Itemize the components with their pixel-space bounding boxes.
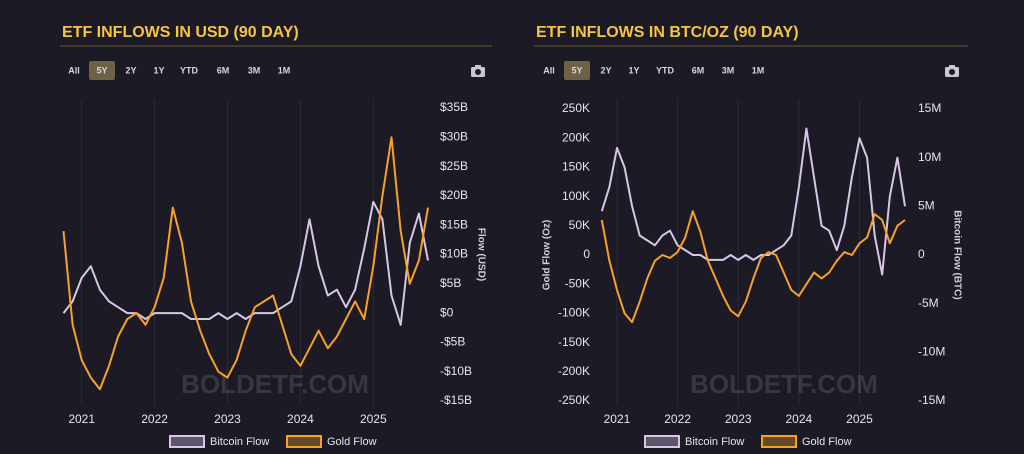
y-tick-label: -150K <box>558 335 590 349</box>
y-tick-label: -$10B <box>440 364 472 378</box>
y-axis-title: Gold Flow (Oz) <box>542 220 553 291</box>
y-tick-label: 50K <box>569 218 590 232</box>
y-tick-label: -50K <box>565 276 590 290</box>
range-button[interactable]: 2Y <box>600 65 611 75</box>
range-button[interactable]: 6M <box>217 65 230 75</box>
range-button[interactable]: 3M <box>722 65 735 75</box>
range-button[interactable]: All <box>68 65 80 75</box>
camera-lens <box>475 69 481 75</box>
camera-button[interactable] <box>945 65 959 77</box>
y2-tick-label: -10M <box>918 345 945 359</box>
x-tick-label: 2024 <box>786 412 813 426</box>
y2-tick-label: 15M <box>918 101 941 115</box>
range-button[interactable]: 1Y <box>153 65 164 75</box>
y2-tick-label: 10M <box>918 150 941 164</box>
chart-title: ETF INFLOWS IN BTC/OZ (90 DAY) <box>536 24 799 41</box>
y-tick-label: 200K <box>562 130 590 144</box>
camera-top <box>949 65 955 68</box>
series-line <box>62 136 429 391</box>
y-tick-label: -100K <box>558 306 590 320</box>
watermark: BOLDETF.COM <box>181 369 369 399</box>
x-tick-label: 2023 <box>214 412 241 426</box>
range-button[interactable]: YTD <box>656 65 675 75</box>
range-button[interactable]: 5Y <box>96 65 107 75</box>
y-tick-label: -250K <box>558 393 590 407</box>
y-axis-title: Flow (USD) <box>475 228 486 281</box>
chart-title: ETF INFLOWS IN USD (90 DAY) <box>62 24 299 41</box>
range-button-bg <box>89 61 115 80</box>
y-tick-label: $10B <box>440 247 468 261</box>
y-tick-label: $5B <box>440 276 461 290</box>
legend-swatch[interactable] <box>644 435 680 448</box>
legend-swatch[interactable] <box>169 435 205 448</box>
y-tick-label: $0 <box>440 305 454 319</box>
y2-tick-label: -15M <box>918 393 945 407</box>
x-tick-label: 2024 <box>287 412 314 426</box>
range-button-bg <box>564 61 590 80</box>
y-tick-label: -200K <box>558 364 590 378</box>
y2-tick-label: 0 <box>918 247 925 261</box>
range-button[interactable]: YTD <box>180 65 199 75</box>
y-tick-label: $25B <box>440 159 468 173</box>
y-tick-label: $15B <box>440 217 468 231</box>
x-tick-label: 2023 <box>725 412 752 426</box>
x-tick-label: 2022 <box>141 412 168 426</box>
legend-label[interactable]: Gold Flow <box>802 436 852 448</box>
x-tick-label: 2021 <box>604 412 631 426</box>
legend-label[interactable]: Gold Flow <box>327 436 377 448</box>
range-button[interactable]: 2Y <box>125 65 136 75</box>
range-button[interactable]: 1M <box>752 65 765 75</box>
range-button[interactable]: All <box>543 65 555 75</box>
series-line <box>600 127 906 276</box>
camera-button[interactable] <box>471 65 485 77</box>
y-tick-label: -$5B <box>440 335 465 349</box>
y-tick-label: 150K <box>562 160 590 174</box>
range-button[interactable]: 1Y <box>628 65 639 75</box>
legend-label[interactable]: Bitcoin Flow <box>210 436 269 448</box>
x-tick-label: 2025 <box>846 412 873 426</box>
y-tick-label: -$15B <box>440 393 472 407</box>
x-tick-label: 2021 <box>68 412 95 426</box>
range-button[interactable]: 3M <box>248 65 261 75</box>
y-tick-label: $20B <box>440 188 468 202</box>
x-tick-label: 2025 <box>360 412 387 426</box>
legend-swatch[interactable] <box>761 435 797 448</box>
camera-lens <box>949 69 955 75</box>
legend-label[interactable]: Bitcoin Flow <box>685 436 744 448</box>
watermark: BOLDETF.COM <box>690 369 878 399</box>
y-tick-label: $30B <box>440 129 468 143</box>
chart-panel: ETF INFLOWS IN BTC/OZ (90 DAY) All 5Y 2Y 1Y Y… <box>534 24 968 448</box>
chart-panel: ETF INFLOWS IN USD (90 DAY) All 5Y 2Y 1Y YTD 6… <box>60 24 492 448</box>
y2-tick-label: -5M <box>918 296 939 310</box>
range-button[interactable]: 1M <box>278 65 291 75</box>
y-tick-label: 250K <box>562 101 590 115</box>
series-line <box>600 210 906 324</box>
camera-top <box>475 65 481 68</box>
legend-swatch[interactable] <box>286 435 322 448</box>
series-line <box>62 200 429 326</box>
y-tick-label: 100K <box>562 189 590 203</box>
y-tick-label: $35B <box>440 100 468 114</box>
y-tick-label: 0 <box>583 247 590 261</box>
range-button[interactable]: 6M <box>692 65 705 75</box>
y2-axis-title: Bitcoin Flow (BTC) <box>951 210 962 299</box>
range-button[interactable]: 5Y <box>571 65 582 75</box>
x-tick-label: 2022 <box>664 412 691 426</box>
y2-tick-label: 5M <box>918 199 935 213</box>
